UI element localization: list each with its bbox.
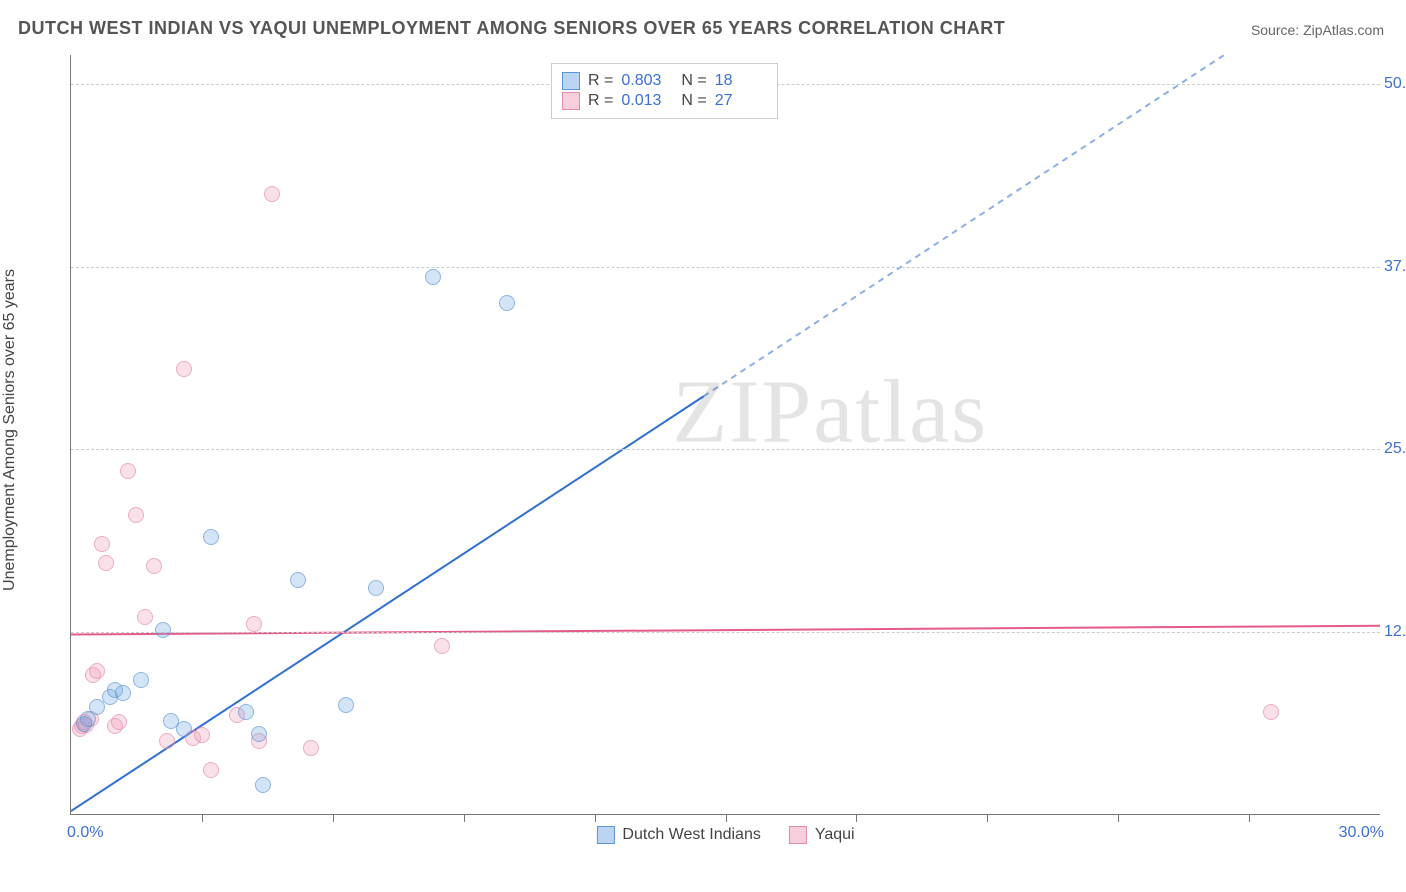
- data-point-a: [155, 622, 171, 638]
- y-tick-label: 50.0%: [1384, 75, 1406, 93]
- source-label: Source:: [1251, 22, 1303, 38]
- trend-line-b: [71, 626, 1380, 635]
- data-point-b: [303, 740, 319, 756]
- gridline-h: [71, 632, 1380, 633]
- legend-series: Dutch West Indians Yaqui: [596, 826, 854, 844]
- x-axis-max-label: 30.0%: [1339, 824, 1384, 842]
- data-point-a: [425, 269, 441, 285]
- chart-title: DUTCH WEST INDIAN VS YAQUI UNEMPLOYMENT …: [18, 18, 1005, 39]
- data-point-a: [176, 721, 192, 737]
- x-axis-min-label: 0.0%: [67, 824, 103, 842]
- legend-n-value-a: 18: [715, 72, 767, 90]
- data-point-b: [434, 638, 450, 654]
- legend-r-value-a: 0.803: [621, 72, 673, 90]
- data-point-b: [128, 507, 144, 523]
- data-point-b: [137, 609, 153, 625]
- legend-swatch-b: [789, 826, 807, 844]
- gridline-h: [71, 449, 1380, 450]
- data-point-b: [159, 733, 175, 749]
- data-point-b: [264, 186, 280, 202]
- legend-n-value-b: 27: [715, 92, 767, 110]
- data-point-b: [246, 616, 262, 632]
- x-tick: [856, 814, 857, 822]
- y-tick-label: 25.0%: [1384, 440, 1406, 458]
- data-point-a: [203, 529, 219, 545]
- plot-region: ZIPatlas R = 0.803 N = 18 R = 0.013 N = …: [70, 55, 1380, 815]
- data-point-b: [120, 463, 136, 479]
- data-point-a: [251, 726, 267, 742]
- source-site: ZipAtlas.com: [1303, 22, 1384, 38]
- data-point-b: [146, 558, 162, 574]
- data-point-b: [111, 714, 127, 730]
- watermark: ZIPatlas: [672, 360, 988, 463]
- legend-r-label: R =: [588, 72, 613, 90]
- data-point-a: [338, 697, 354, 713]
- x-tick: [595, 814, 596, 822]
- data-point-b: [176, 361, 192, 377]
- y-tick-label: 37.5%: [1384, 258, 1406, 276]
- trend-line-a-dashed: [704, 55, 1224, 396]
- watermark-zip: ZIP: [672, 362, 813, 461]
- legend-item-a: Dutch West Indians: [596, 826, 760, 844]
- chart-area: ZIPatlas R = 0.803 N = 18 R = 0.013 N = …: [55, 50, 1395, 850]
- x-tick: [1249, 814, 1250, 822]
- y-tick-label: 12.5%: [1384, 623, 1406, 641]
- legend-row-b: R = 0.013 N = 27: [562, 92, 767, 110]
- watermark-atlas: atlas: [813, 362, 988, 461]
- legend-item-b: Yaqui: [789, 826, 855, 844]
- x-tick: [333, 814, 334, 822]
- data-point-b: [203, 762, 219, 778]
- data-point-b: [1263, 704, 1279, 720]
- data-point-b: [98, 555, 114, 571]
- legend-swatch-a: [562, 72, 580, 90]
- data-point-a: [238, 704, 254, 720]
- x-tick: [202, 814, 203, 822]
- data-point-a: [115, 685, 131, 701]
- data-point-a: [133, 672, 149, 688]
- trend-lines-svg: [71, 55, 1380, 814]
- legend-n-label: N =: [681, 92, 706, 110]
- x-tick: [987, 814, 988, 822]
- legend-label-a: Dutch West Indians: [622, 826, 760, 844]
- gridline-h: [71, 267, 1380, 268]
- data-point-a: [499, 295, 515, 311]
- x-tick: [1118, 814, 1119, 822]
- x-tick: [464, 814, 465, 822]
- legend-label-b: Yaqui: [815, 826, 855, 844]
- data-point-a: [368, 580, 384, 596]
- data-point-a: [290, 572, 306, 588]
- legend-row-a: R = 0.803 N = 18: [562, 72, 767, 90]
- x-tick: [726, 814, 727, 822]
- legend-swatch-a: [596, 826, 614, 844]
- legend-r-label: R =: [588, 92, 613, 110]
- legend-swatch-b: [562, 92, 580, 110]
- data-point-a: [255, 777, 271, 793]
- data-point-b: [94, 536, 110, 552]
- y-axis-label: Unemployment Among Seniors over 65 years: [1, 269, 19, 591]
- legend-correlation-box: R = 0.803 N = 18 R = 0.013 N = 27: [551, 63, 778, 119]
- legend-n-label: N =: [681, 72, 706, 90]
- source-attribution: Source: ZipAtlas.com: [1251, 22, 1384, 38]
- legend-r-value-b: 0.013: [621, 92, 673, 110]
- data-point-b: [89, 663, 105, 679]
- data-point-b: [194, 727, 210, 743]
